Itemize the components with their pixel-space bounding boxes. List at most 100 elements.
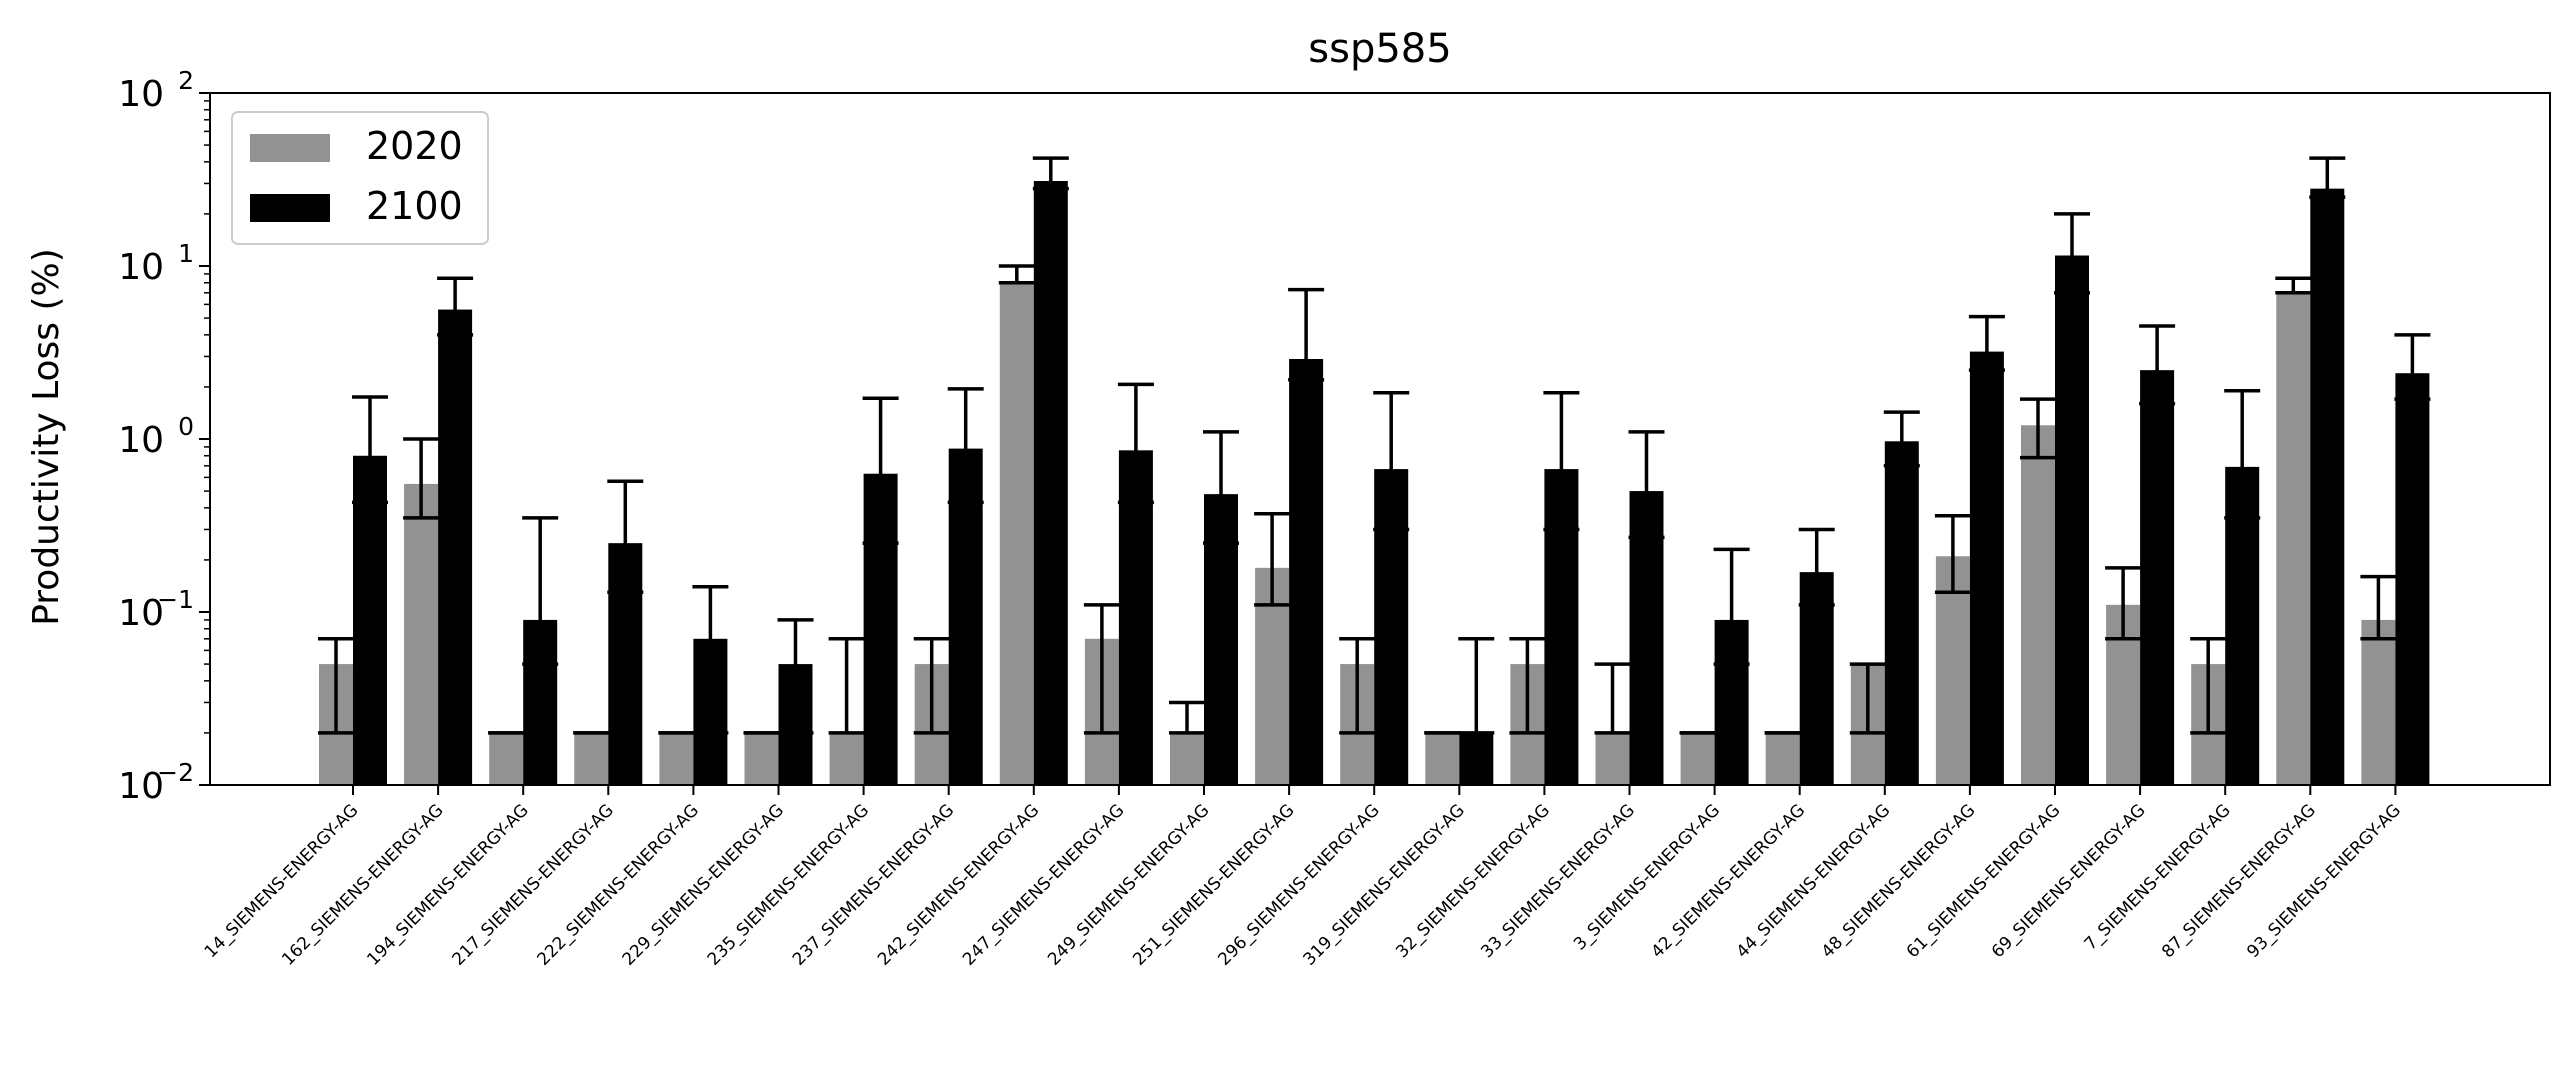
x-tick-label: 237_SIEMENS-ENERGY-AG [789, 800, 958, 969]
error-bar-2100-16 [1713, 547, 1750, 666]
error-bar-2100-4 [692, 584, 729, 735]
error-bar-2100-21 [2139, 324, 2176, 406]
error-bar-2020-23 [2275, 276, 2312, 295]
legend-label-2100: 2100 [366, 184, 463, 228]
x-tick-label: 87_SIEMENS-ENERGY-AG [2158, 800, 2320, 962]
bar-2100-7 [948, 448, 983, 785]
error-bar-2020-9 [1083, 603, 1120, 735]
y-tick-exponent: 0 [178, 412, 194, 441]
legend-label-2020: 2020 [366, 124, 463, 168]
bar-2100-8 [1033, 180, 1068, 785]
error-bar-2100-7 [947, 387, 984, 505]
bar-2020-13 [1425, 732, 1460, 785]
x-tick-label: 33_SIEMENS-ENERGY-AG [1477, 800, 1639, 962]
bar-2100-17 [1799, 572, 1834, 785]
legend-swatch-2100 [250, 194, 330, 222]
bar-2020-10 [1170, 732, 1204, 785]
bar-2020-20 [2021, 425, 2055, 785]
bar-2100-9 [1118, 450, 1153, 785]
bar-2020-23 [2276, 292, 2311, 785]
error-bar-2100-15 [1628, 430, 1665, 540]
bar-2020-24 [2361, 619, 2396, 785]
bar-2100-18 [1884, 441, 1919, 785]
bar-2020-17 [1765, 732, 1800, 785]
error-bar-2100-9 [1117, 382, 1154, 505]
error-bar-2020-10 [1169, 700, 1205, 735]
error-bar-2020-6 [828, 637, 865, 735]
legend: 2020 2100 [231, 111, 489, 245]
error-bar-2100-1 [437, 276, 474, 337]
bar-2020-5 [744, 732, 779, 785]
error-bar-2100-6 [862, 396, 899, 545]
error-bar-2020-20 [2020, 397, 2056, 460]
y-tick-label: 10 [118, 74, 164, 115]
bar-2100-1 [438, 309, 473, 785]
bar-2020-16 [1680, 732, 1715, 785]
error-bar-2100-14 [1543, 391, 1580, 532]
x-tick-label: 217_SIEMENS-ENERGY-AG [448, 800, 617, 969]
x-tick-label: 42_SIEMENS-ENERGY-AG [1648, 800, 1810, 962]
x-tick-label: 249_SIEMENS-ENERGY-AG [1044, 800, 1213, 969]
bar-2020-1 [404, 483, 439, 785]
x-tick-label: 3_SIEMENS-ENERGY-AG [1570, 800, 1724, 954]
x-tick-label: 251_SIEMENS-ENERGY-AG [1129, 800, 1298, 969]
x-tick-label: 93_SIEMENS-ENERGY-AG [2243, 800, 2405, 962]
bar-2020-2 [489, 732, 524, 785]
bar-2020-15 [1595, 732, 1630, 785]
y-tick-label: 10 [118, 420, 164, 461]
error-bars [318, 156, 2431, 735]
bar-2100-11 [1289, 359, 1324, 785]
bar-2020-8 [999, 282, 1034, 785]
error-bar-2100-11 [1288, 287, 1325, 382]
error-bar-2100-18 [1883, 410, 1920, 468]
error-bar-2020-7 [913, 637, 950, 735]
x-tick-label: 14_SIEMENS-ENERGY-AG [201, 800, 363, 962]
x-tick-label: 247_SIEMENS-ENERGY-AG [959, 800, 1128, 969]
error-bar-2100-2 [522, 516, 559, 666]
bar-2100-22 [2225, 466, 2260, 785]
error-bar-2100-13 [1458, 637, 1495, 735]
bar-2100-19 [1969, 351, 2004, 785]
error-bar-2020-18 [1849, 662, 1886, 735]
error-bar-2020-12 [1339, 637, 1376, 735]
chart-title: ssp585 [1308, 26, 1451, 72]
x-tick-label: 44_SIEMENS-ENERGY-AG [1733, 800, 1895, 962]
error-bar-2100-3 [607, 479, 644, 595]
legend-swatch-2020 [250, 134, 330, 162]
x-tick-label: 61_SIEMENS-ENERGY-AG [1903, 800, 2065, 962]
error-bar-2020-11 [1254, 511, 1291, 607]
bar-2020-6 [829, 732, 864, 785]
error-bar-2020-0 [318, 637, 354, 735]
y-tick-label: 10 [118, 766, 164, 807]
error-bar-2020-1 [403, 437, 440, 520]
bars [319, 180, 2430, 785]
bar-2100-15 [1629, 491, 1664, 785]
bar-2100-24 [2395, 373, 2430, 785]
bar-2100-21 [2140, 370, 2175, 785]
x-tick-label: 242_SIEMENS-ENERGY-AG [874, 800, 1043, 969]
error-bar-2020-8 [998, 264, 1035, 285]
bar-2100-13 [1459, 732, 1494, 785]
error-bar-2100-23 [2309, 156, 2346, 199]
error-bar-2100-10 [1203, 430, 1239, 545]
y-axis-label: Productivity Loss (%) [26, 248, 67, 626]
y-tick-label: 10 [118, 247, 164, 288]
bar-2100-23 [2310, 188, 2345, 785]
y-tick-exponent: −1 [157, 585, 194, 614]
error-bar-2020-21 [2105, 566, 2142, 641]
plot-frame [209, 92, 2551, 786]
x-tick-label: 48_SIEMENS-ENERGY-AG [1818, 800, 1980, 962]
y-tick-label: 10 [118, 593, 164, 634]
error-bar-2020-15 [1594, 662, 1631, 735]
error-bar-2100-12 [1373, 391, 1410, 532]
x-tick-label: 296_SIEMENS-ENERGY-AG [1214, 800, 1383, 969]
x-tick-label: 222_SIEMENS-ENERGY-AG [534, 800, 703, 969]
bar-2100-0 [353, 455, 387, 785]
error-bar-2100-20 [2054, 212, 2090, 295]
error-bar-2020-19 [1934, 514, 1971, 595]
error-bar-2100-19 [1968, 314, 2005, 372]
y-tick-exponent: 1 [178, 239, 194, 268]
x-tick-label: 194_SIEMENS-ENERGY-AG [363, 800, 532, 969]
